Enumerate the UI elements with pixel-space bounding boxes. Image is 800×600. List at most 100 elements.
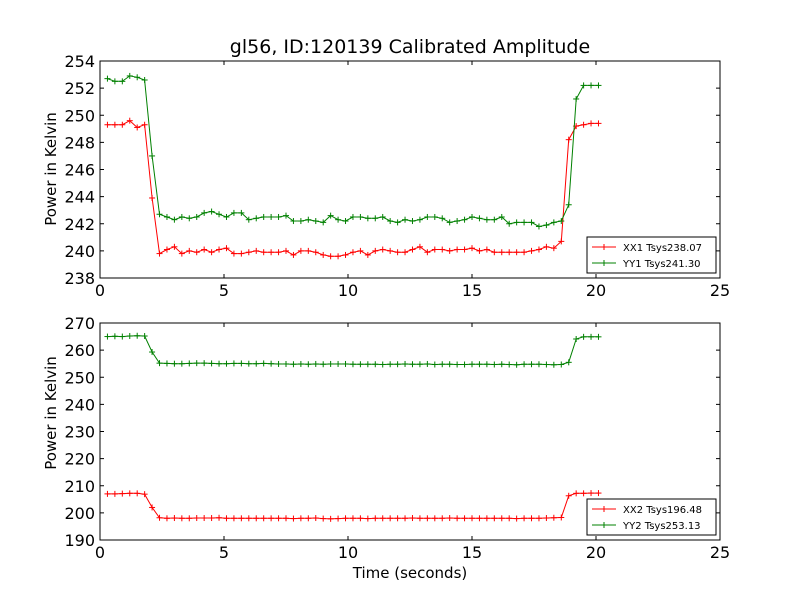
bottom-chart-data-point xyxy=(260,360,267,367)
bottom-chart-legend-label: YY2 Tsys253.13 xyxy=(622,521,701,532)
bottom-chart-data-point xyxy=(476,361,483,368)
bottom-chart-data-point xyxy=(268,515,275,522)
bottom-chart-data-point xyxy=(439,515,446,522)
top-chart-y-tick-label: 246 xyxy=(64,161,95,180)
bottom-chart-data-point xyxy=(283,360,289,367)
top-chart-data-point xyxy=(535,246,542,253)
bottom-chart-data-point xyxy=(335,515,342,522)
top-chart-data-point xyxy=(469,213,475,220)
top-chart-data-point xyxy=(535,223,542,230)
bottom-chart-data-point xyxy=(528,361,535,368)
top-chart-data-point xyxy=(253,247,260,254)
top-chart-data-point xyxy=(550,219,557,226)
top-chart-legend-label: YY1 Tsys241.30 xyxy=(622,259,701,270)
top-chart-data-point xyxy=(513,219,520,226)
bottom-chart-y-tick-label: 220 xyxy=(64,450,95,469)
top-chart-data-point xyxy=(230,209,237,216)
top-chart-data-point xyxy=(506,249,513,256)
top-chart-data-point xyxy=(461,246,468,253)
bottom-chart-data-point xyxy=(238,360,245,367)
top-chart-data-point xyxy=(424,213,431,220)
bottom-chart-data-point xyxy=(216,514,223,521)
top-chart-data-point xyxy=(364,251,371,258)
top-chart-data-point xyxy=(216,211,223,218)
bottom-chart-data-point xyxy=(461,361,468,368)
top-chart-x-tick-label: 25 xyxy=(710,281,730,300)
bottom-chart-data-point xyxy=(580,490,587,497)
bottom-chart-data-point xyxy=(461,515,468,522)
bottom-chart-data-point xyxy=(327,360,334,367)
top-chart-data-point xyxy=(506,220,513,227)
bottom-chart-plot-frame xyxy=(99,322,721,541)
bottom-chart-data-point xyxy=(521,361,528,368)
bottom-chart-data-point xyxy=(402,515,409,522)
top-chart-data-point xyxy=(141,76,148,83)
top-chart-data-point xyxy=(230,250,237,257)
bottom-chart-data-point xyxy=(469,361,475,368)
bottom-chart-y-tick-label: 270 xyxy=(64,314,95,333)
top-chart-data-point xyxy=(119,121,126,128)
top-chart-y-tick-label: 252 xyxy=(64,79,95,98)
bottom-chart-data-point xyxy=(245,360,252,367)
top-chart-data-point xyxy=(342,218,349,225)
bottom-chart-data-point xyxy=(290,515,297,522)
bottom-chart-data-point xyxy=(238,515,245,522)
top-chart-data-point xyxy=(268,213,275,220)
top-chart-data-point xyxy=(156,250,163,257)
bottom-chart-data-point xyxy=(387,361,394,368)
top-chart-ticks: 0 5 10 15 20 25 238 240 242 244 246 248 250 252 254 xyxy=(64,52,730,300)
top-chart-data-point xyxy=(550,245,557,252)
bottom-chart-data-point xyxy=(320,515,327,522)
top-chart-data-point xyxy=(491,216,498,223)
top-chart-x-tick-label: 5 xyxy=(219,281,229,300)
top-chart-x-tick-label: 20 xyxy=(586,281,606,300)
top-chart-data-point xyxy=(349,249,356,256)
bottom-chart-data-point xyxy=(565,359,572,366)
top-chart-data-point xyxy=(149,194,156,201)
bottom-chart-y-tick-label: 190 xyxy=(64,531,95,550)
top-chart-data-point xyxy=(238,250,245,257)
top-chart-data-point xyxy=(469,245,475,252)
bottom-chart-data-point xyxy=(312,360,319,367)
top-chart-data-point xyxy=(171,243,178,250)
bottom-chart-data-point xyxy=(297,360,304,367)
bottom-chart-data-point xyxy=(104,490,111,497)
bottom-chart-data-point xyxy=(595,490,602,497)
bottom-chart-data-point xyxy=(491,515,498,522)
top-chart-data-point xyxy=(156,211,163,218)
top-chart: gl56, ID:120139 Calibrated Amplitude Pow… xyxy=(42,36,730,300)
top-chart-data-point xyxy=(104,75,111,82)
bottom-chart-data-point xyxy=(178,515,185,522)
top-chart-data-point xyxy=(409,246,416,253)
bottom-chart-data-point xyxy=(349,361,356,368)
bottom-chart-data-point xyxy=(253,360,260,367)
top-chart-data-point xyxy=(424,249,431,256)
bottom-chart-data-point xyxy=(275,360,282,367)
top-chart-data-point xyxy=(290,251,297,258)
bottom-chart-data-point xyxy=(201,515,208,522)
top-chart-legend: XX1 Tsys238.07 YY1 Tsys241.30 xyxy=(586,236,717,274)
bottom-chart-data-point xyxy=(409,515,416,522)
top-chart-data-point xyxy=(573,95,580,102)
top-chart-data-point xyxy=(245,216,252,223)
top-chart-data-point xyxy=(186,247,193,254)
top-chart-series-2 xyxy=(104,72,602,230)
bottom-chart-series-2 xyxy=(104,332,602,368)
top-chart-data-point xyxy=(580,82,587,89)
bottom-chart-data-point xyxy=(402,360,409,367)
bottom-chart-data-point xyxy=(543,361,550,368)
bottom-chart-data-point xyxy=(305,361,312,368)
bottom-chart-legend-label: XX2 Tsys196.48 xyxy=(623,505,702,516)
bottom-chart-marks xyxy=(104,332,602,522)
bottom-chart-data-point xyxy=(171,515,178,522)
top-chart-data-point xyxy=(491,249,498,256)
bottom-chart-data-point xyxy=(446,361,453,368)
top-chart-data-point xyxy=(126,72,133,79)
bottom-chart-data-point xyxy=(498,361,505,368)
top-chart-legend-item: YY1 Tsys241.30 xyxy=(592,259,701,270)
top-chart-data-point xyxy=(416,243,423,250)
top-chart-data-point xyxy=(372,215,379,222)
top-chart-x-tick-label: 15 xyxy=(462,281,482,300)
top-chart-plot-frame xyxy=(99,60,721,279)
bottom-chart-data-point xyxy=(216,360,223,367)
